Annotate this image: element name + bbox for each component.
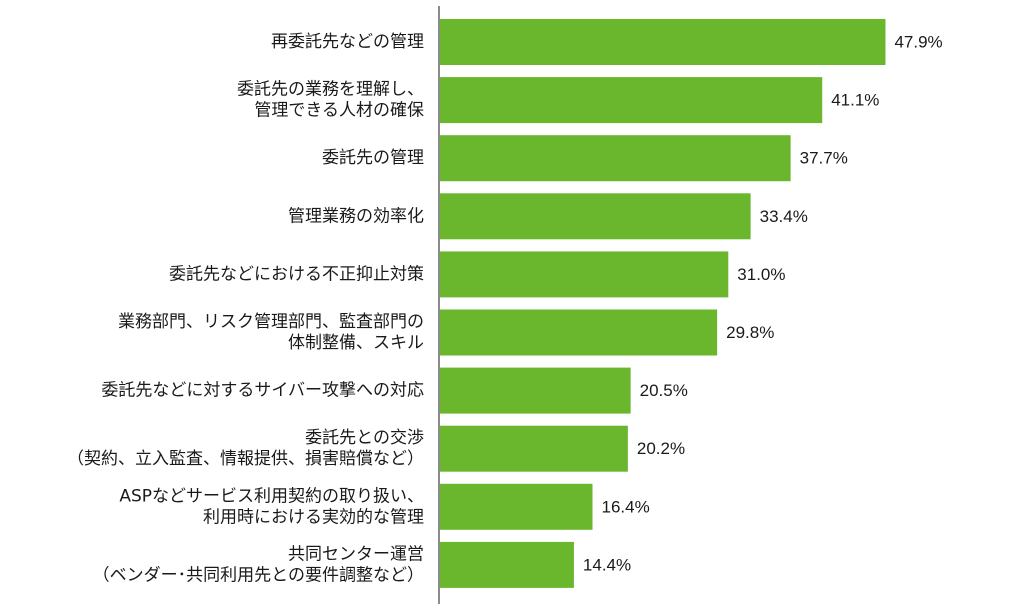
category-label-7: 委託先などに対するサイバー攻撃への対応 [101,381,424,401]
category-label-8: 委託先との交渉（契約、立入監査、情報提供、損害賠償など） [67,428,424,469]
value-label-9: 16.4% [602,497,650,516]
bar-4 [440,193,751,240]
bar-2 [440,77,823,124]
value-label-3: 37.7% [800,149,848,168]
value-label-8: 20.2% [637,439,685,458]
category-label-2: 委託先の業務を理解し、管理できる人材の確保 [237,80,424,121]
value-label-7: 20.5% [640,381,688,400]
value-label-6: 29.8% [726,323,774,342]
category-label-4: 管理業務の効率化 [288,206,424,226]
bar-1 [440,19,886,65]
category-label-6: 業務部門、リスク管理部門、監査部門の体制整備、スキル [118,312,424,353]
value-label-5: 31.0% [737,265,785,284]
value-label-2: 41.1% [831,91,879,110]
category-label-3: 委託先の管理 [322,148,424,168]
bar-9 [440,483,593,530]
bar-8 [440,425,628,472]
bar-6 [440,309,718,356]
value-label-4: 33.4% [760,207,808,226]
bar-10 [440,541,574,588]
category-label-9: ASPなどサービス利用契約の取り扱い、利用時における実効的な管理 [119,486,424,527]
bar-5 [440,251,729,298]
category-label-1: 再委託先などの管理 [271,32,424,52]
bar-3 [440,135,791,182]
value-label-10: 14.4% [583,555,631,574]
bar-7 [440,367,631,414]
value-label-1: 47.9% [894,33,942,52]
category-label-10: 共同センター運営（ベンダー･共同利用先との要件調整など） [93,544,424,585]
category-label-5: 委託先などにおける不正抑止対策 [169,264,424,284]
